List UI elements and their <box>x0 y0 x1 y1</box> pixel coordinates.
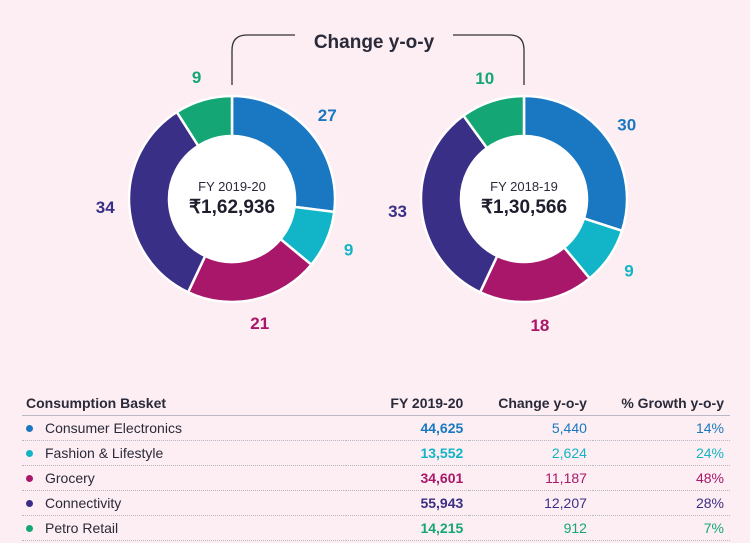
donut-center <box>170 137 294 261</box>
row-label: Consumer Electronics <box>45 420 182 436</box>
row-label: Grocery <box>45 470 95 486</box>
donut-slice <box>461 94 526 150</box>
donut-slice <box>127 110 207 294</box>
row-growth: 28% <box>592 490 730 516</box>
header-basket: Consumption Basket <box>22 391 346 416</box>
row-category: Connectivity <box>22 490 346 516</box>
donut-charts: Change y-o-y 27 9 21 34 9 FY 2019-20 ₹1,62,936… <box>96 32 636 335</box>
slice-label: 34 <box>96 198 115 217</box>
legend-dot-icon <box>26 424 33 432</box>
slice-label: 9 <box>624 261 633 280</box>
header-growth: % Growth y-o-y <box>592 391 730 416</box>
row-growth: 24% <box>592 440 730 466</box>
change-bracket <box>231 34 525 85</box>
center-period: FY 2018-19 <box>490 179 558 194</box>
slice-label: 33 <box>388 202 407 221</box>
row-category: Petro Retail <box>22 515 346 541</box>
row-change: 12,207 <box>469 490 593 516</box>
table-row: Connectivity 55,943 12,207 28% <box>22 490 730 516</box>
row-category: Fashion & Lifestyle <box>22 440 346 466</box>
legend-dot-icon <box>26 449 33 457</box>
row-value: 13,552 <box>345 440 470 466</box>
slice-label: 27 <box>318 106 337 125</box>
row-value: 44,625 <box>345 415 470 441</box>
slice-label: 9 <box>344 240 353 259</box>
row-change: 11,187 <box>469 465 593 491</box>
row-change: 5,440 <box>469 415 593 441</box>
table-row: Grocery 34,601 11,187 48% <box>22 465 730 491</box>
donut-slice <box>522 94 629 233</box>
row-value: 34,601 <box>345 465 470 491</box>
table-row: Consumer Electronics 44,625 5,440 14% <box>22 415 730 441</box>
slice-label: 30 <box>617 115 636 134</box>
row-label: Petro Retail <box>45 520 119 536</box>
table-row: Petro Retail 14,215 912 7% <box>22 515 730 541</box>
donut-center <box>462 137 586 261</box>
legend-dot-icon <box>26 499 33 507</box>
row-value: 14,215 <box>345 515 470 541</box>
header-fy: FY 2019-20 <box>345 391 470 416</box>
row-label: Fashion & Lifestyle <box>45 445 164 461</box>
donut-slice <box>419 113 499 294</box>
center-total: ₹1,62,936 <box>189 197 275 218</box>
row-growth: 48% <box>592 465 730 491</box>
row-label: Connectivity <box>45 495 122 511</box>
legend-dot-icon <box>26 524 33 532</box>
consumption-basket-table: Consumption Basket FY 2019-20 Change y-o… <box>22 391 730 541</box>
row-change: 912 <box>469 515 593 541</box>
row-growth: 7% <box>592 515 730 541</box>
row-value: 55,943 <box>345 490 470 516</box>
header-change: Change y-o-y <box>469 391 593 416</box>
donut-slice <box>175 94 234 148</box>
chart-title: Change y-o-y <box>314 32 435 53</box>
legend-dot-icon <box>26 474 33 482</box>
table-row: Fashion & Lifestyle 13,552 2,624 24% <box>22 440 730 466</box>
slice-label: 9 <box>192 68 201 87</box>
table-header-row: Consumption Basket FY 2019-20 Change y-o… <box>22 391 730 416</box>
center-period: FY 2019-20 <box>198 179 266 194</box>
slice-label: 10 <box>475 69 494 88</box>
slice-label: 18 <box>530 316 549 335</box>
row-category: Grocery <box>22 465 346 491</box>
center-total: ₹1,30,566 <box>481 197 567 218</box>
slice-label: 21 <box>250 314 269 333</box>
row-change: 2,624 <box>469 440 593 466</box>
row-growth: 14% <box>592 415 730 441</box>
row-category: Consumer Electronics <box>22 415 346 441</box>
